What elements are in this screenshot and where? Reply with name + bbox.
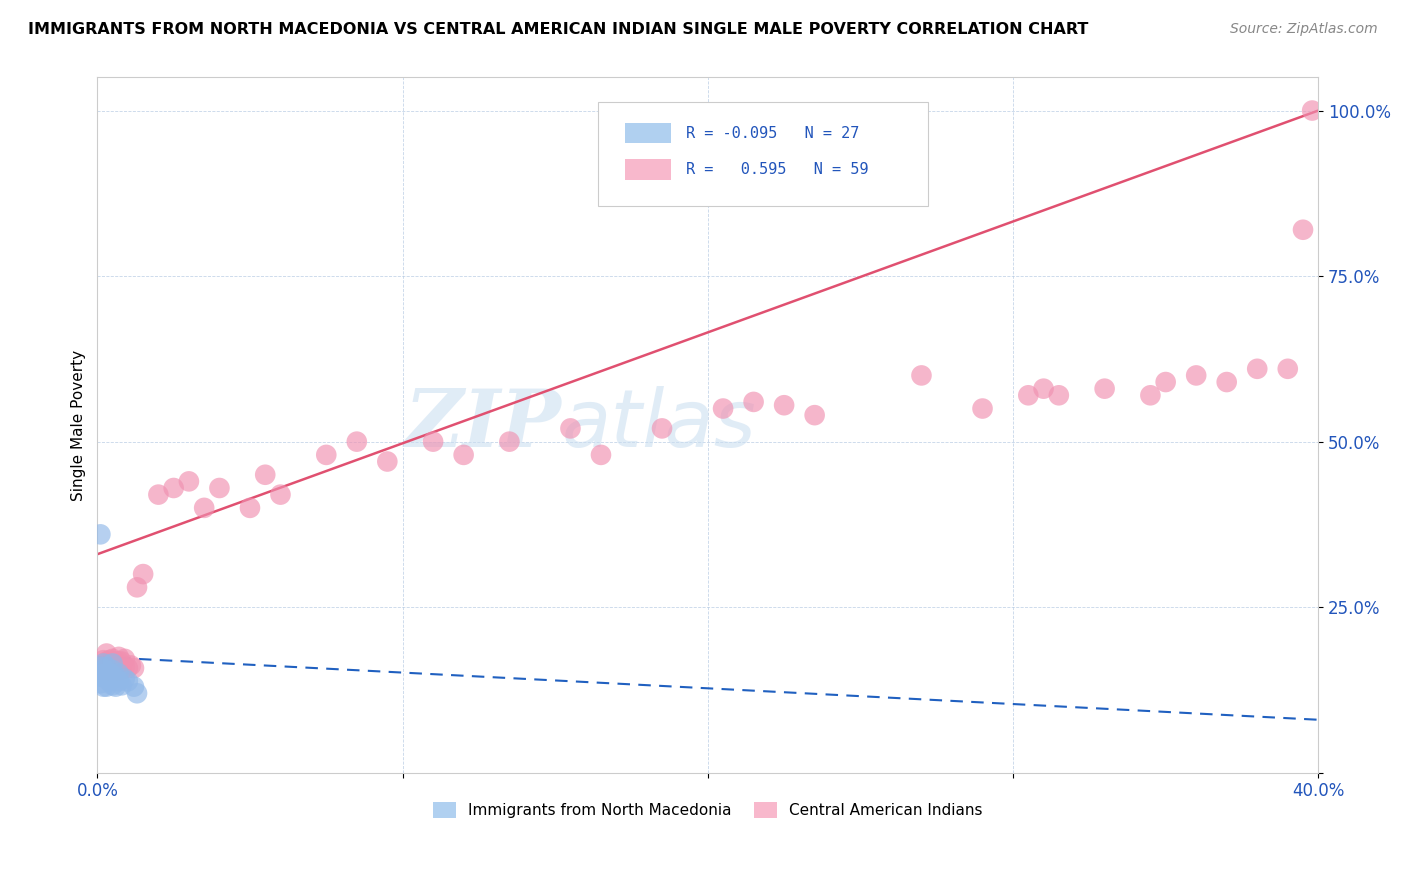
Point xyxy=(910,368,932,383)
Point xyxy=(101,657,124,671)
Point xyxy=(1301,103,1323,118)
Point xyxy=(104,680,127,694)
Point xyxy=(422,434,444,449)
Point xyxy=(89,676,111,690)
Point xyxy=(1292,223,1315,237)
Text: atlas: atlas xyxy=(561,386,756,464)
Point xyxy=(117,674,139,689)
Point xyxy=(1032,382,1054,396)
Point xyxy=(93,660,115,674)
Point xyxy=(96,666,118,681)
Point xyxy=(375,454,398,468)
Point xyxy=(117,661,139,675)
Point xyxy=(107,655,129,669)
Point xyxy=(107,649,129,664)
Point xyxy=(96,680,118,694)
Point xyxy=(93,680,115,694)
Point xyxy=(1277,361,1299,376)
Point xyxy=(1185,368,1208,383)
FancyBboxPatch shape xyxy=(598,102,928,206)
Point xyxy=(1246,361,1268,376)
Text: R =   0.595   N = 59: R = 0.595 N = 59 xyxy=(686,162,869,178)
Point xyxy=(101,671,124,685)
Bar xyxy=(624,160,671,180)
Point xyxy=(98,674,121,689)
Point xyxy=(101,678,124,692)
Point xyxy=(89,663,111,677)
Text: ZIP: ZIP xyxy=(405,386,561,464)
Point xyxy=(346,434,368,449)
Point xyxy=(107,663,129,677)
Point xyxy=(651,421,673,435)
Point xyxy=(163,481,186,495)
Point xyxy=(773,398,796,412)
Point xyxy=(101,661,124,675)
Point xyxy=(120,658,142,673)
Point xyxy=(96,660,118,674)
Point xyxy=(498,434,520,449)
Y-axis label: Single Male Poverty: Single Male Poverty xyxy=(72,350,86,500)
Point xyxy=(1215,375,1237,389)
Bar xyxy=(624,122,671,144)
Point xyxy=(114,672,136,686)
Point xyxy=(239,500,262,515)
Point xyxy=(254,467,277,482)
Point xyxy=(122,680,145,694)
Point xyxy=(107,666,129,681)
Point xyxy=(111,655,134,669)
Point xyxy=(742,395,765,409)
Point xyxy=(101,663,124,677)
Point xyxy=(125,686,148,700)
Point xyxy=(107,674,129,689)
Point xyxy=(711,401,734,416)
Point xyxy=(96,663,118,677)
Point xyxy=(114,652,136,666)
Point xyxy=(193,500,215,515)
Point xyxy=(560,421,582,435)
Point xyxy=(125,580,148,594)
Point xyxy=(89,527,111,541)
Point xyxy=(98,666,121,681)
Point xyxy=(1017,388,1039,402)
Point xyxy=(1139,388,1161,402)
Point xyxy=(803,408,825,422)
Point xyxy=(122,661,145,675)
Point xyxy=(98,653,121,667)
Point xyxy=(111,678,134,692)
Text: R = -0.095   N = 27: R = -0.095 N = 27 xyxy=(686,126,859,141)
Point xyxy=(315,448,337,462)
Legend: Immigrants from North Macedonia, Central American Indians: Immigrants from North Macedonia, Central… xyxy=(426,796,988,824)
Point xyxy=(104,655,127,669)
Point xyxy=(98,663,121,677)
Point xyxy=(114,660,136,674)
Point xyxy=(1047,388,1070,402)
Point xyxy=(96,672,118,686)
Point xyxy=(972,401,994,416)
Point xyxy=(93,657,115,671)
Point xyxy=(269,488,291,502)
Point xyxy=(104,663,127,677)
Point xyxy=(96,647,118,661)
Point xyxy=(177,475,200,489)
Point xyxy=(104,670,127,684)
Point xyxy=(208,481,231,495)
Point xyxy=(589,448,612,462)
Point xyxy=(1154,375,1177,389)
Point xyxy=(96,655,118,669)
Text: IMMIGRANTS FROM NORTH MACEDONIA VS CENTRAL AMERICAN INDIAN SINGLE MALE POVERTY C: IMMIGRANTS FROM NORTH MACEDONIA VS CENTR… xyxy=(28,22,1088,37)
Point xyxy=(1094,382,1116,396)
Text: Source: ZipAtlas.com: Source: ZipAtlas.com xyxy=(1230,22,1378,37)
Point xyxy=(453,448,475,462)
Point xyxy=(93,653,115,667)
Point xyxy=(93,662,115,676)
Point xyxy=(89,660,111,674)
Point xyxy=(93,667,115,681)
Point xyxy=(132,567,155,582)
Point xyxy=(101,652,124,666)
Point xyxy=(111,663,134,677)
Point xyxy=(89,670,111,684)
Point xyxy=(148,488,170,502)
